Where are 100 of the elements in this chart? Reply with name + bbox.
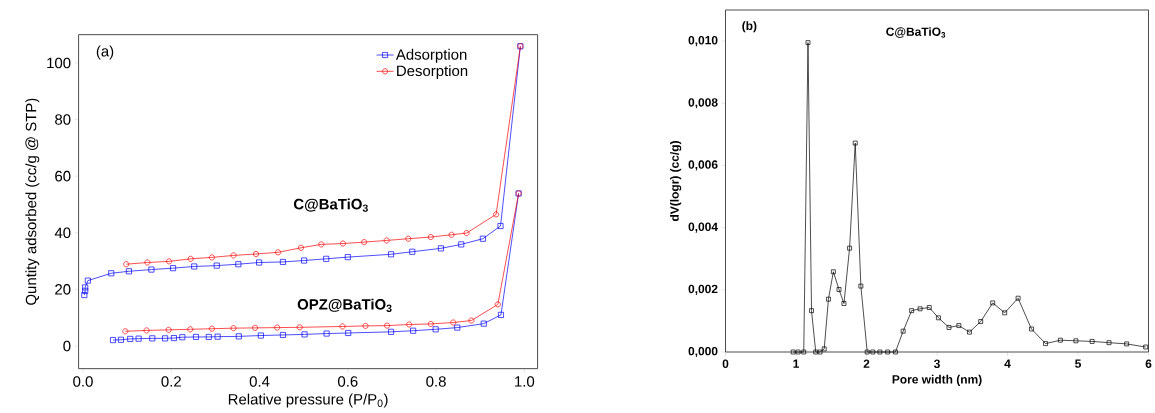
point [135, 335, 142, 342]
point [345, 330, 352, 336]
point [275, 249, 282, 256]
point [110, 337, 116, 344]
point [208, 254, 215, 261]
y-tick-label: 60 [55, 170, 71, 182]
point [967, 329, 972, 335]
point [817, 349, 823, 355]
point [836, 287, 842, 292]
text: (b) [742, 21, 757, 33]
point [191, 263, 198, 270]
point [790, 349, 796, 355]
y-tick-label: 20 [55, 284, 71, 295]
point [990, 300, 996, 306]
point [143, 327, 150, 334]
y-tick-label: 80 [55, 114, 71, 125]
point [344, 254, 351, 261]
point [956, 323, 962, 328]
point [127, 335, 134, 342]
point [361, 239, 368, 246]
y-tick-label: 0,008 [688, 98, 718, 109]
point [84, 277, 91, 284]
point [936, 315, 941, 321]
x-tick-label: 4 [1004, 359, 1011, 368]
point [479, 235, 486, 242]
point [432, 326, 439, 333]
point [427, 320, 434, 327]
x-tick-label: 0.8 [426, 376, 446, 387]
point [125, 268, 132, 275]
point [1043, 341, 1048, 346]
point [296, 324, 303, 331]
point [946, 325, 952, 330]
x-tick-label: 0.6 [338, 376, 358, 387]
point [1002, 310, 1008, 316]
x-tick-label: 0.0 [73, 376, 93, 387]
text: (a) [96, 45, 114, 60]
x-axis-title: Pore width (nm) [892, 374, 982, 386]
point [118, 336, 124, 343]
point [480, 320, 487, 327]
point [926, 305, 932, 310]
point [301, 257, 308, 264]
point [257, 332, 264, 339]
x-axis-title: Relative pressure (P/P$_{0}$) [228, 393, 388, 408]
point [279, 258, 286, 265]
point [1015, 295, 1021, 301]
point [841, 301, 847, 306]
point [148, 266, 155, 273]
point [885, 349, 891, 355]
point [108, 270, 115, 277]
point [801, 349, 807, 355]
point [298, 244, 304, 251]
point [1106, 340, 1112, 346]
point [450, 319, 457, 326]
legend-label: Adsorption [395, 48, 467, 63]
point [388, 328, 395, 335]
point [1073, 338, 1079, 344]
point [864, 349, 870, 355]
point [187, 326, 194, 333]
y-tick-label: 0,010 [688, 35, 718, 47]
point [497, 223, 504, 229]
legend-label: Desorption [397, 65, 468, 80]
point [235, 261, 242, 268]
point [162, 335, 169, 342]
point [437, 245, 444, 252]
point [852, 140, 858, 146]
point [362, 322, 369, 329]
point [427, 234, 434, 240]
x-tick-label: 1.0 [515, 376, 535, 387]
point [448, 231, 455, 238]
point [252, 324, 259, 331]
x-tick-label: 2 [863, 359, 870, 368]
point [253, 251, 259, 257]
y-tick-label: 0 [63, 340, 71, 352]
x-tick-label: 0.2 [161, 376, 181, 387]
annotation: C@BaTiO$_{3}$ [293, 198, 368, 212]
point [318, 241, 325, 248]
x-tick-label: 0.4 [249, 376, 270, 387]
x-tick-label: 5 [1075, 359, 1081, 368]
point [81, 292, 88, 298]
point [213, 262, 220, 269]
point [340, 240, 346, 247]
point [149, 335, 156, 342]
x-tick-label: 3 [933, 359, 940, 369]
point [384, 322, 391, 329]
point [323, 255, 330, 262]
point [978, 319, 984, 324]
y-tick-label: 0,006 [688, 160, 718, 171]
point [230, 325, 237, 332]
point [170, 265, 176, 272]
annotation: OPZ@BaTiO$_{3}$ [297, 298, 392, 312]
point [831, 269, 836, 275]
point [493, 211, 500, 218]
point [795, 349, 801, 355]
point [858, 283, 864, 289]
point [339, 323, 346, 330]
point [274, 324, 281, 331]
point [458, 241, 465, 248]
point [144, 259, 151, 266]
point [179, 334, 186, 341]
y-tick-label: 0,000 [688, 346, 718, 358]
